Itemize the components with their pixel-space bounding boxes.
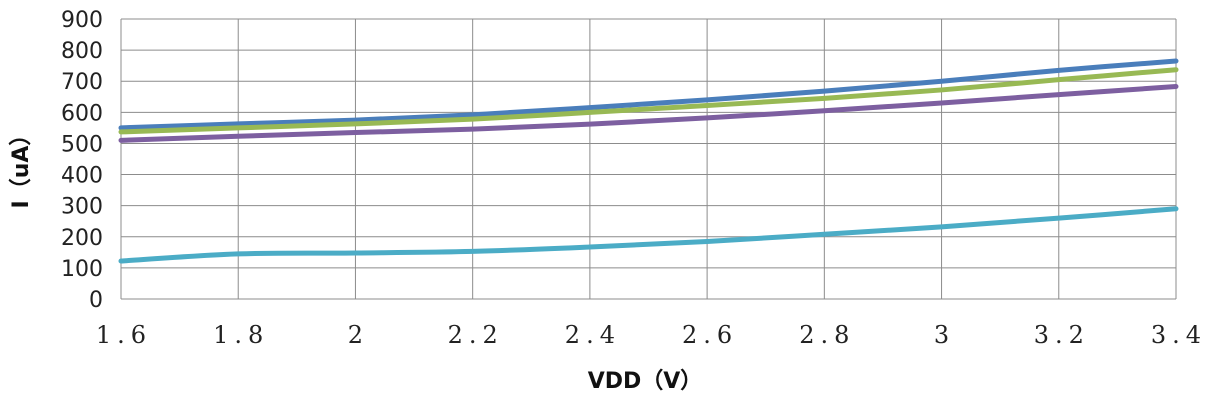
- x-tick-label: 3.4: [1151, 321, 1206, 349]
- series-line-4: [118, 206, 1179, 264]
- y-tick-label: 500: [61, 132, 103, 157]
- y-axis-title: I（uA）: [9, 124, 34, 209]
- y-tick-label: 700: [61, 70, 103, 95]
- x-axis-title: VDD（V）: [588, 369, 703, 394]
- series-line-3: [118, 84, 1179, 143]
- y-tick-labels: 0 100 200 300 400 500 600 700 800 900: [61, 8, 103, 313]
- x-tick-label: 2.6: [682, 321, 738, 349]
- x-tick-labels: 1.6 1.8 2 2.2 2.4 2.6 2.8 3 3.2 3.4: [96, 321, 1206, 349]
- x-tick-label: 3: [934, 321, 955, 349]
- y-tick-label: 600: [61, 101, 103, 126]
- y-tick-label: 200: [61, 226, 103, 251]
- y-tick-label: 400: [61, 164, 103, 189]
- x-tick-label: 1.8: [213, 321, 269, 349]
- gridlines: [120, 18, 1177, 300]
- series-line-1: [118, 58, 1179, 131]
- x-tick-label: 2.2: [448, 321, 504, 349]
- y-tick-label: 100: [61, 257, 103, 282]
- series-lines: [118, 58, 1179, 264]
- y-tick-label: 300: [61, 195, 103, 220]
- y-tick-label: 900: [61, 8, 103, 33]
- y-tick-label: 0: [89, 288, 103, 313]
- series-line-2: [118, 67, 1179, 135]
- x-tick-label: 3.2: [1034, 321, 1090, 349]
- x-tick-label: 2.8: [799, 321, 855, 349]
- x-tick-label: 1.6: [96, 321, 152, 349]
- x-tick-label: 2.4: [565, 321, 621, 349]
- x-tick-label: 2: [348, 321, 369, 349]
- y-tick-label: 800: [61, 39, 103, 64]
